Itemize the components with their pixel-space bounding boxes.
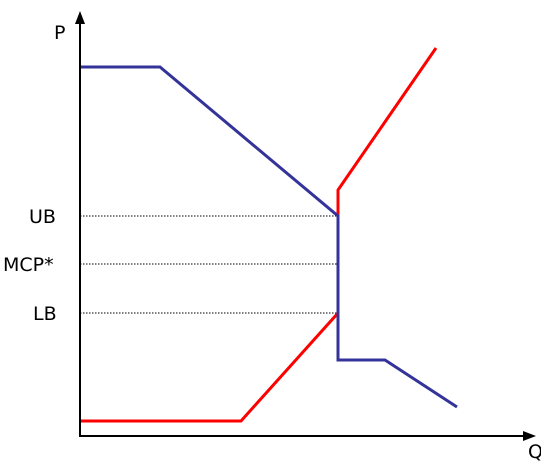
y-axis-arrowhead <box>75 11 85 24</box>
supply-curve <box>80 47 438 423</box>
y-axis-label: P <box>54 22 65 44</box>
mcp-label: MCP* <box>3 254 54 276</box>
ub-label: UB <box>29 206 56 228</box>
lb-label: LB <box>33 303 57 325</box>
demand-curve <box>80 65 458 409</box>
x-axis-arrowhead <box>523 431 536 441</box>
x-axis-label: Q <box>528 441 541 461</box>
